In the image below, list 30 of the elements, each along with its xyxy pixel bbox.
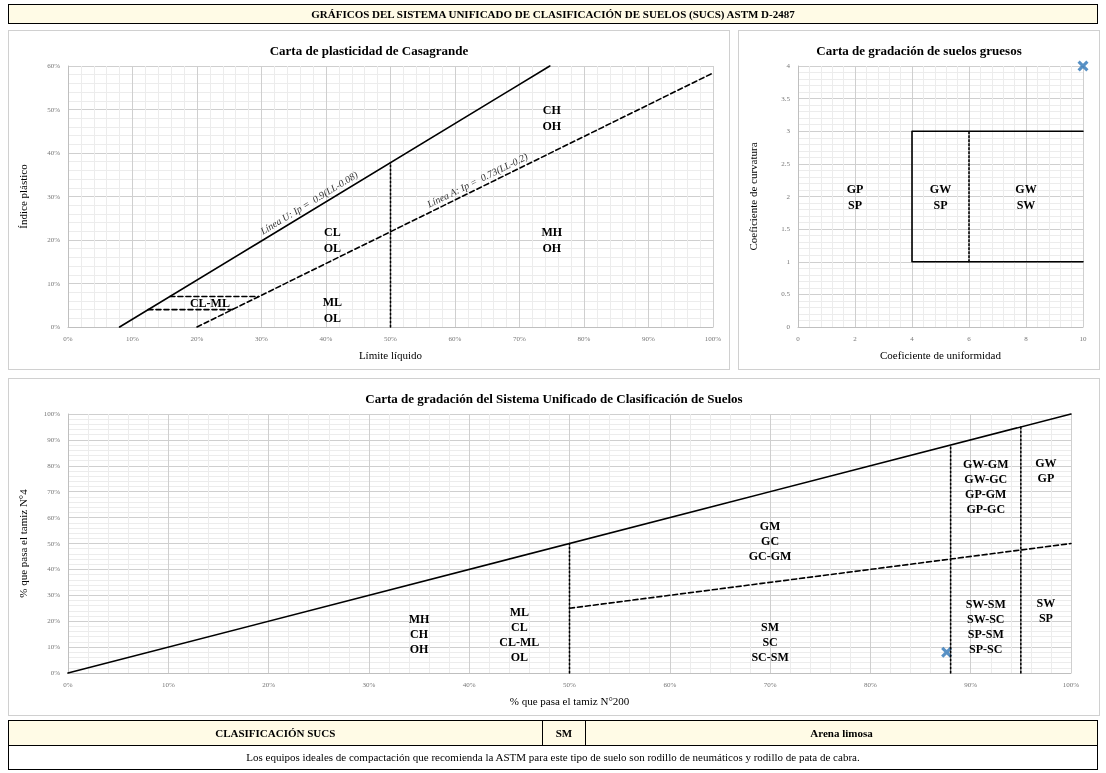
annotation: GP SP bbox=[846, 181, 864, 212]
x-axis-title: Coeficiente de uniformidad bbox=[880, 348, 1002, 361]
annotation: GW SW bbox=[1015, 181, 1037, 212]
text: Los equipos ideales de compactación que recomienda la ASTM para este tipo de suelo son rodillo de neumáticos y rodillo de pata de cabra. bbox=[8, 745, 1098, 770]
y-axis-title: % que pasa el tamiz N°4 bbox=[16, 488, 29, 598]
text: Arena limosa bbox=[585, 720, 1098, 745]
annotation: GW-GM GW-GC GP-GM GP-GC bbox=[962, 457, 1009, 517]
annotation: CL-ML bbox=[189, 295, 230, 310]
chart-title: Carta de plasticidad de Casagrande bbox=[269, 43, 469, 58]
annotation: ML CL CL-ML OL bbox=[499, 604, 540, 664]
annotation: CL OL bbox=[323, 225, 342, 256]
annotation: GW GP bbox=[1035, 456, 1057, 486]
text: SM bbox=[542, 720, 586, 745]
annotation: MH OH bbox=[541, 225, 563, 256]
text: GRÁFICOS DEL SISTEMA UNIFICADO DE CLASIFICACIÓN DE SUELOS (SUCS) ASTM D-2487 bbox=[9, 5, 1097, 23]
annotation: GW SP bbox=[929, 181, 952, 212]
annotation: CH OH bbox=[542, 103, 562, 134]
annotation: SW-SM SW-SC SP-SM SP-SC bbox=[965, 596, 1006, 656]
annotation: SW SP bbox=[1036, 596, 1056, 626]
chart-title: Carta de gradación de suelos gruesos bbox=[816, 43, 1022, 58]
text: CLASIFICACIÓN SUCS bbox=[8, 720, 543, 745]
x-axis-title: % que pasa el tamiz N°200 bbox=[509, 694, 630, 707]
x-axis-title: Límite líquido bbox=[358, 348, 423, 361]
annotation: MH CH OH bbox=[408, 612, 431, 657]
annotation: ML OL bbox=[322, 294, 343, 325]
annotation: GM GC GC-GM bbox=[748, 518, 792, 563]
annotation: SM SC SC-SM bbox=[751, 619, 789, 664]
y-axis-title: Índice plástico bbox=[16, 163, 29, 229]
y-axis-title: Coeficiente de curvatura bbox=[746, 142, 759, 251]
chart-title: Carta de gradación del Sistema Unificado de Clasificación de Suelos bbox=[365, 391, 743, 406]
